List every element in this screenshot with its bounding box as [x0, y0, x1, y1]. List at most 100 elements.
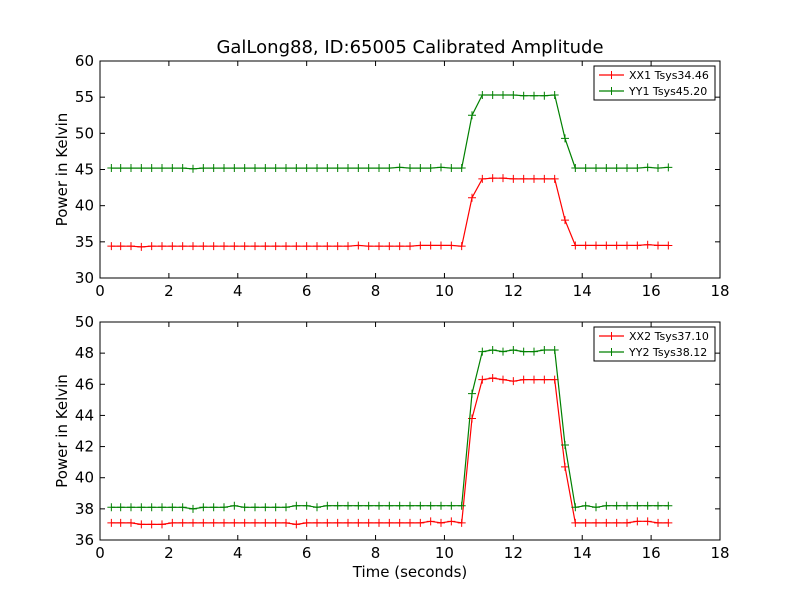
data-point	[385, 164, 394, 173]
data-point	[395, 518, 404, 527]
data-point	[426, 517, 435, 526]
series-1	[107, 174, 673, 251]
y-tick-label: 35	[75, 233, 94, 251]
x-tick-label: 0	[95, 544, 105, 562]
data-point	[612, 164, 621, 173]
data-point	[643, 163, 652, 172]
data-point	[499, 90, 507, 99]
data-point	[519, 347, 528, 356]
data-point	[375, 164, 383, 173]
data-point	[240, 518, 249, 527]
data-point	[654, 501, 662, 510]
x-tick-label: 18	[710, 544, 729, 562]
data-point	[633, 517, 642, 526]
data-point	[271, 503, 280, 512]
data-point	[147, 242, 156, 251]
data-point	[571, 518, 580, 527]
data-point	[230, 501, 239, 510]
data-point	[468, 389, 476, 398]
data-point	[168, 518, 177, 527]
x-tick-label: 14	[573, 544, 592, 562]
panel-1: 0 2 4 6 8 10 12 14 16 18 30 35 40 45 50 55 60 GalLong88, …	[53, 37, 730, 300]
data-point	[581, 501, 590, 510]
y-axis-label: Power in Kelvin	[53, 374, 71, 488]
data-point	[344, 501, 352, 510]
data-point	[602, 501, 611, 510]
data-point	[530, 375, 538, 384]
data-point	[116, 242, 125, 251]
data-point	[323, 164, 332, 173]
data-point	[416, 241, 425, 250]
data-point	[107, 503, 116, 512]
data-point	[323, 242, 332, 251]
data-point	[261, 503, 270, 512]
data-point	[654, 164, 662, 173]
data-point	[354, 241, 363, 250]
data-point	[623, 501, 631, 510]
data-point	[478, 347, 487, 356]
data-point	[664, 163, 673, 172]
data-point	[147, 520, 156, 529]
data-point	[395, 501, 404, 510]
data-point	[251, 242, 259, 251]
data-point	[530, 174, 538, 183]
data-point	[457, 518, 466, 527]
y-tick-label: 40	[75, 197, 94, 215]
data-point	[406, 242, 414, 251]
y-tick-label: 40	[75, 469, 94, 487]
data-point	[519, 174, 528, 183]
data-point	[199, 164, 208, 173]
data-point	[137, 164, 146, 173]
data-point	[488, 346, 497, 355]
data-point	[323, 501, 332, 510]
legend-label: YY1 Tsys45.20	[628, 85, 707, 98]
data-point	[230, 164, 239, 173]
data-point	[189, 504, 197, 513]
data-point	[158, 503, 166, 512]
data-point	[354, 164, 363, 173]
data-point	[406, 518, 414, 527]
x-tick-label: 10	[435, 544, 454, 562]
data-point	[344, 242, 352, 251]
data-point	[323, 518, 332, 527]
x-tick-label: 16	[642, 282, 661, 300]
legend-marker	[607, 87, 616, 95]
data-point	[602, 164, 611, 173]
data-point	[561, 462, 569, 471]
y-tick-label: 42	[75, 438, 94, 456]
data-point	[375, 518, 383, 527]
data-point	[457, 501, 466, 510]
data-point	[271, 518, 280, 527]
data-point	[643, 240, 652, 249]
y-tick-label: 55	[75, 88, 94, 106]
data-point	[127, 164, 135, 173]
data-point	[499, 347, 507, 356]
data-point	[540, 375, 549, 384]
data-point	[292, 242, 301, 251]
y-tick-label: 36	[75, 531, 94, 549]
data-point	[282, 518, 290, 527]
data-point	[189, 242, 197, 251]
data-point	[302, 242, 311, 251]
data-point	[302, 518, 311, 527]
data-point	[385, 518, 394, 527]
x-tick-label: 8	[371, 282, 381, 300]
data-point	[240, 503, 249, 512]
data-point	[354, 501, 363, 510]
legend: XX1 Tsys34.46 YY1 Tsys45.20	[593, 65, 716, 101]
data-point	[333, 518, 342, 527]
data-point	[116, 164, 125, 173]
chart-title: GalLong88, ID:65005 Calibrated Amplitude	[216, 37, 603, 58]
data-point	[643, 517, 652, 526]
legend-marker	[607, 332, 616, 340]
data-point	[488, 374, 497, 383]
legend: XX2 Tsys37.10 YY2 Tsys38.12	[593, 326, 716, 362]
x-tick-label: 12	[504, 282, 523, 300]
x-tick-label: 2	[164, 544, 174, 562]
data-point	[385, 242, 394, 251]
data-point	[158, 242, 166, 251]
data-point	[519, 91, 528, 100]
data-point	[209, 164, 218, 173]
data-point	[107, 242, 116, 251]
data-point	[107, 518, 116, 527]
